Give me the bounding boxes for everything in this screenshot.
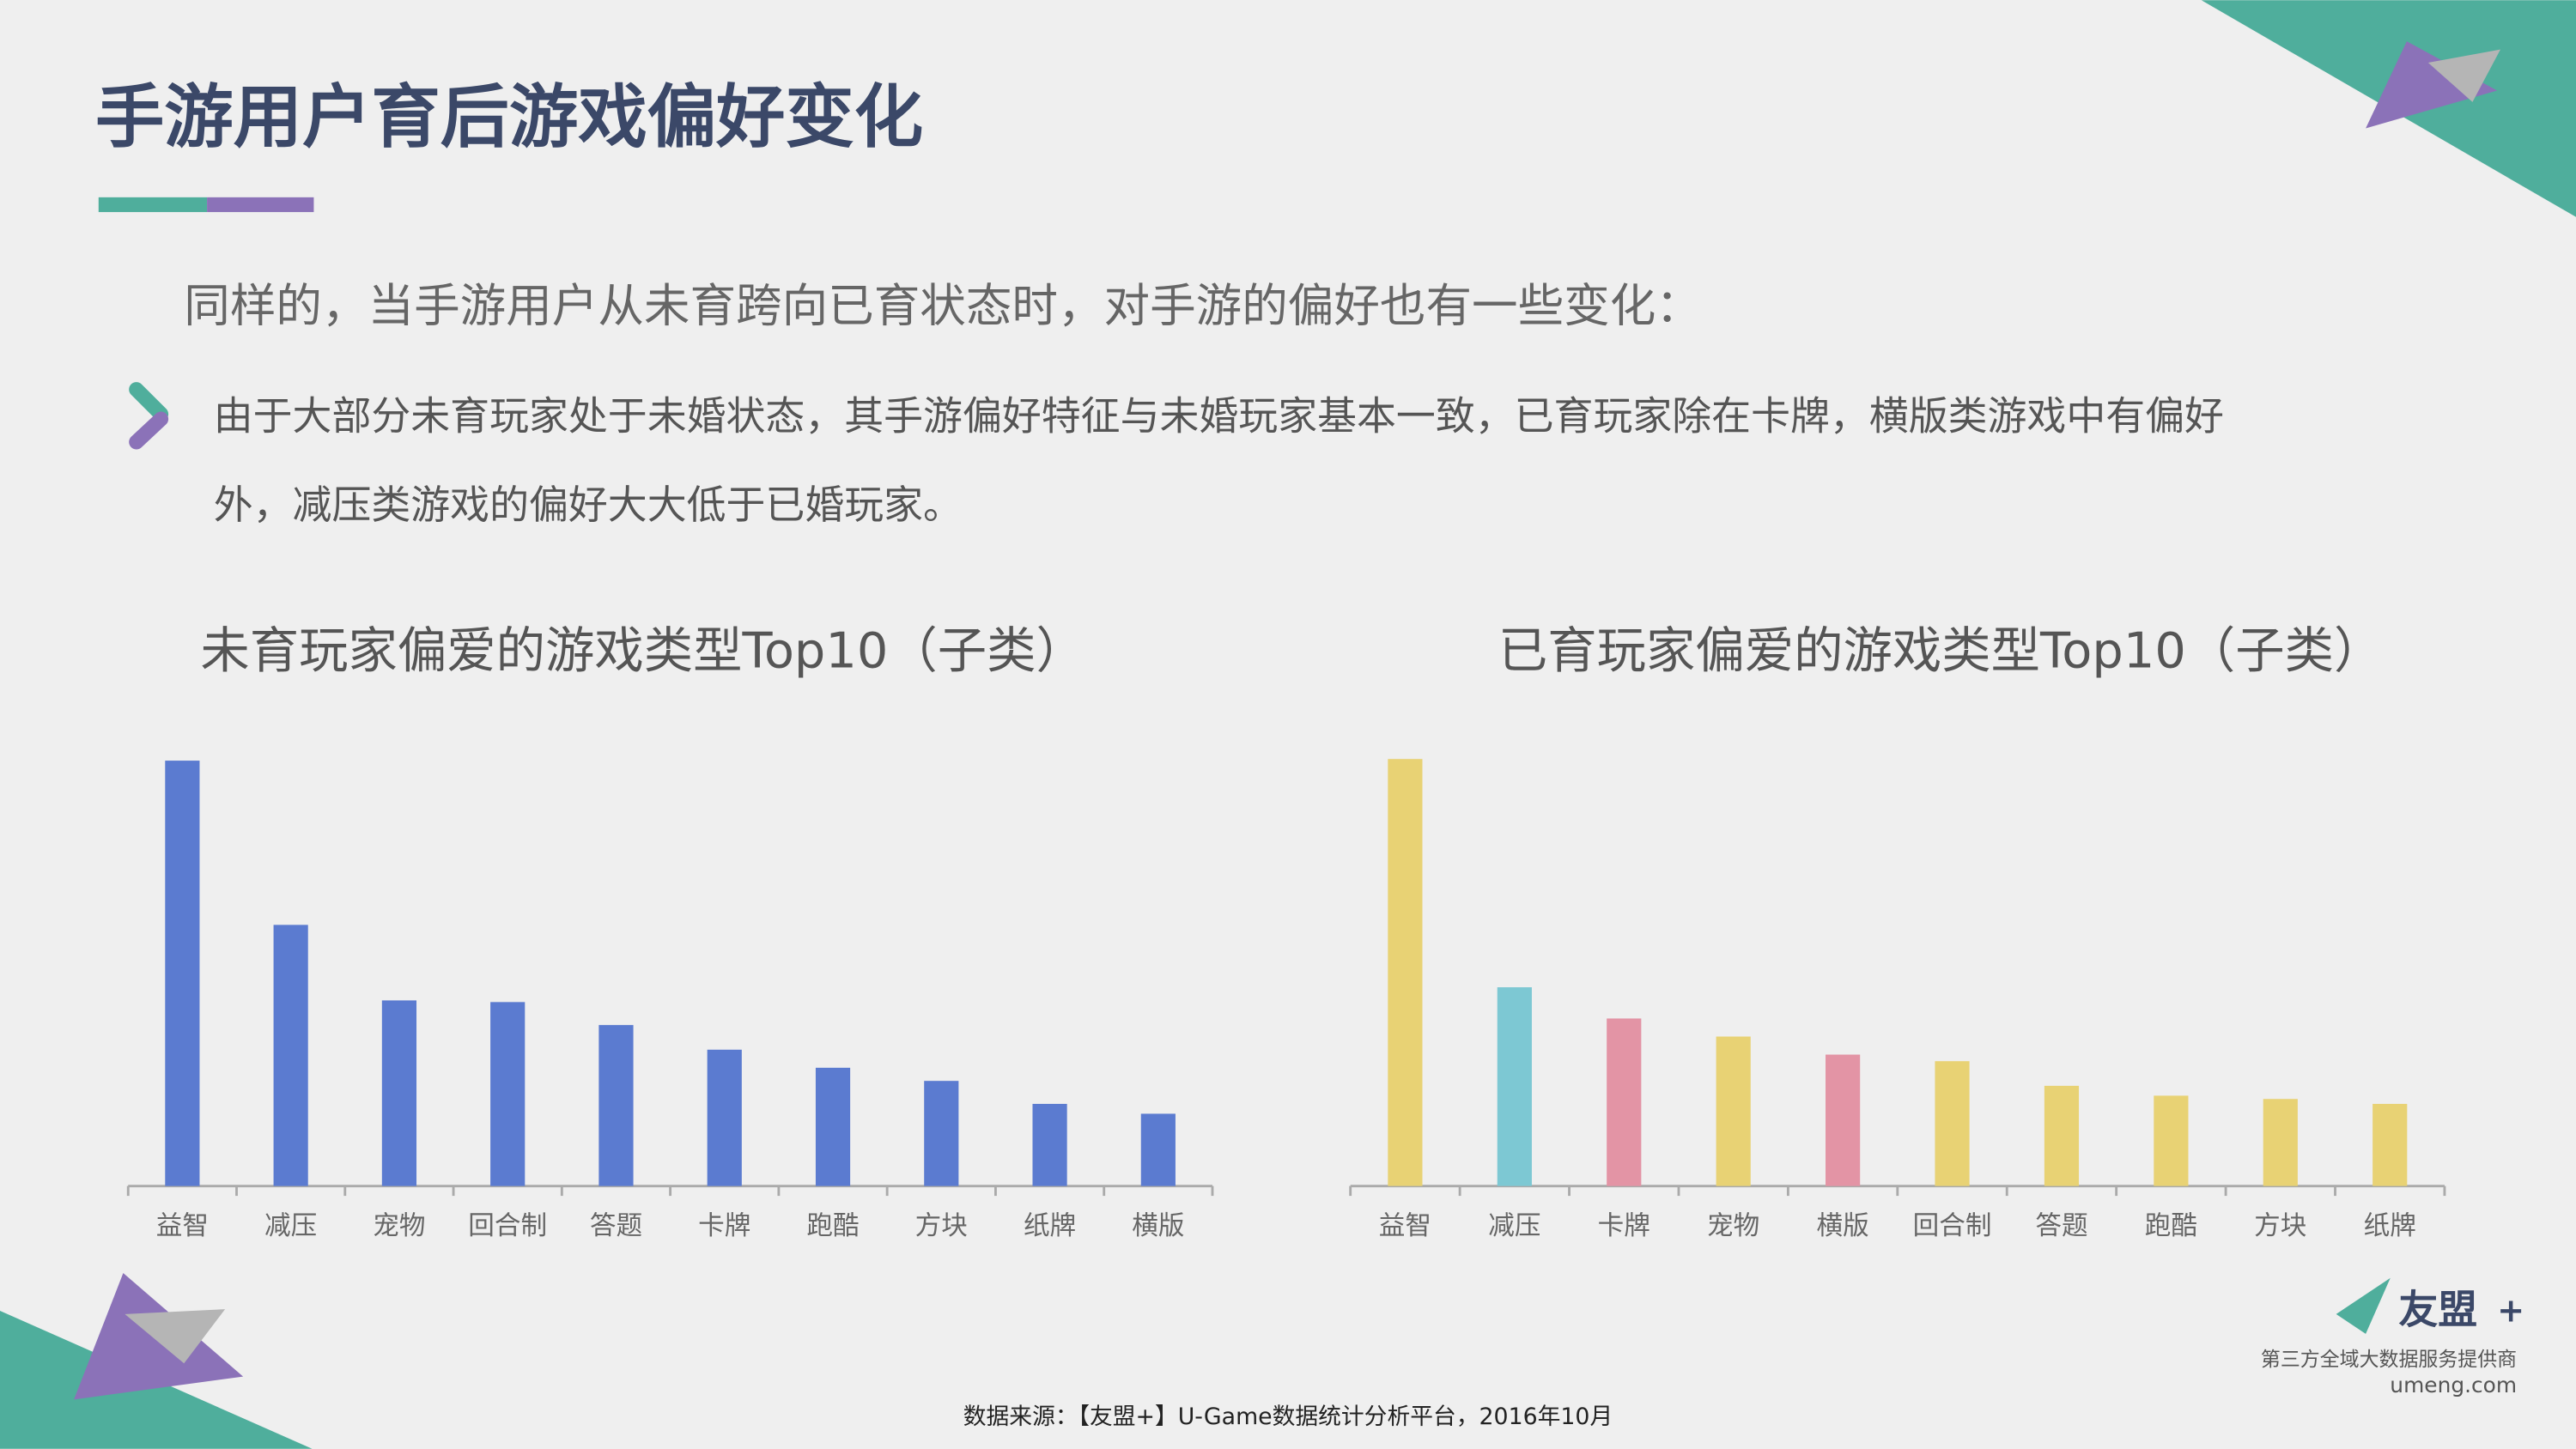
x-tick-label: 卡牌 [698,1211,750,1241]
x-tick-label: 宠物 [1707,1211,1759,1241]
title-underline [98,197,208,213]
bar [490,1002,526,1186]
bullet-icon [129,411,169,450]
bar [165,761,200,1186]
title-underline [207,197,314,213]
bar [1607,1018,1642,1186]
x-tick-label: 答题 [2035,1211,2087,1241]
x-tick-label: 卡牌 [1598,1211,1650,1241]
x-tick-label: 宠物 [373,1211,425,1241]
bar [2263,1099,2298,1186]
x-tick-label: 减压 [264,1211,317,1241]
x-tick-label: 减压 [1488,1211,1540,1241]
bullet-text: 外，减压类游戏的偏好大大低于已婚玩家。 [214,482,963,528]
bar [2372,1103,2408,1186]
bar [924,1081,959,1186]
bar [2044,1085,2080,1186]
bar [1497,987,1532,1186]
bar [815,1067,851,1186]
source-note: 数据来源：【友盟+】U-Game数据统计分析平台，2016年10月 [963,1404,1613,1430]
x-tick-label: 益智 [1379,1211,1431,1241]
x-tick-label: 纸牌 [2364,1211,2416,1241]
x-tick-label: 跑酷 [2145,1211,2197,1241]
bar [1388,759,1423,1186]
bar [1140,1113,1176,1186]
bar [1716,1036,1751,1186]
corner-deco [2427,49,2500,102]
bar [598,1025,634,1186]
logo-name: 友盟 [2398,1286,2477,1332]
x-tick-label: 横版 [1817,1211,1869,1241]
corner-deco [2366,41,2498,129]
x-tick-label: 答题 [590,1211,642,1241]
logo-url: umeng.com [2390,1373,2517,1397]
bar [1935,1061,1970,1186]
bar [1032,1103,1067,1186]
x-tick-label: 方块 [2254,1211,2306,1241]
bullet-text: 由于大部分未育玩家处于未婚状态，其手游偏好特征与未婚玩家基本一致，已育玩家除在卡… [214,393,2224,440]
x-tick-label: 横版 [1132,1211,1184,1241]
x-tick-label: 回合制 [468,1211,547,1241]
logo-plus: + [2497,1291,2524,1330]
intro-text: 同样的，当手游用户从未育跨向已育状态时，对手游的偏好也有一些变化： [184,279,1702,333]
bar [1826,1054,1861,1186]
x-tick-label: 跑酷 [806,1211,859,1241]
bar [273,925,308,1186]
corner-deco [125,1309,226,1364]
x-tick-label: 回合制 [1913,1211,1992,1241]
x-tick-label: 纸牌 [1024,1211,1076,1241]
chart-title: 已育玩家偏爱的游戏类型Top10（子类） [1498,621,2383,679]
bar [2154,1095,2189,1186]
bullet-icon [129,382,169,422]
page-title: 手游用户育后游戏偏好变化 [95,76,923,157]
x-tick-label: 益智 [156,1211,209,1241]
logo-tagline: 第三方全域大数据服务提供商 [2261,1349,2517,1371]
logo-icon [2336,1277,2391,1334]
chart-title: 未育玩家偏爱的游戏类型Top10（子类） [200,621,1084,679]
x-tick-label: 方块 [915,1211,968,1241]
bar [381,1000,417,1186]
bar [707,1049,742,1186]
